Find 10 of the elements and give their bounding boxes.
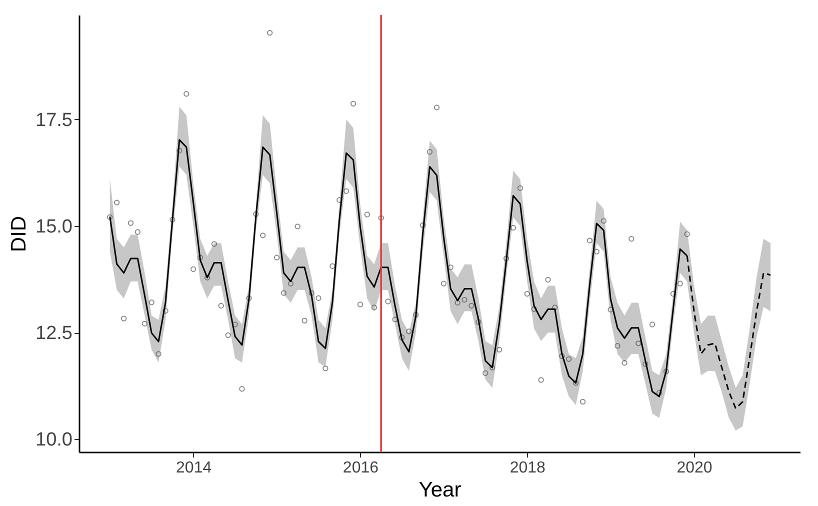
- y-tick-label: 10.0: [36, 430, 72, 451]
- y-tick-label: 12.5: [36, 323, 72, 344]
- x-tick-label: 2020: [676, 460, 712, 476]
- x-tick-label: 2014: [176, 460, 212, 476]
- y-tick-label: 17.5: [36, 110, 72, 131]
- y-tick-label: 15.0: [36, 216, 72, 238]
- y-axis-title: DID: [8, 216, 31, 252]
- x-tick-label: 2016: [342, 460, 379, 476]
- x-axis-title: Year: [418, 478, 462, 502]
- x-tick-label: 2018: [510, 460, 546, 476]
